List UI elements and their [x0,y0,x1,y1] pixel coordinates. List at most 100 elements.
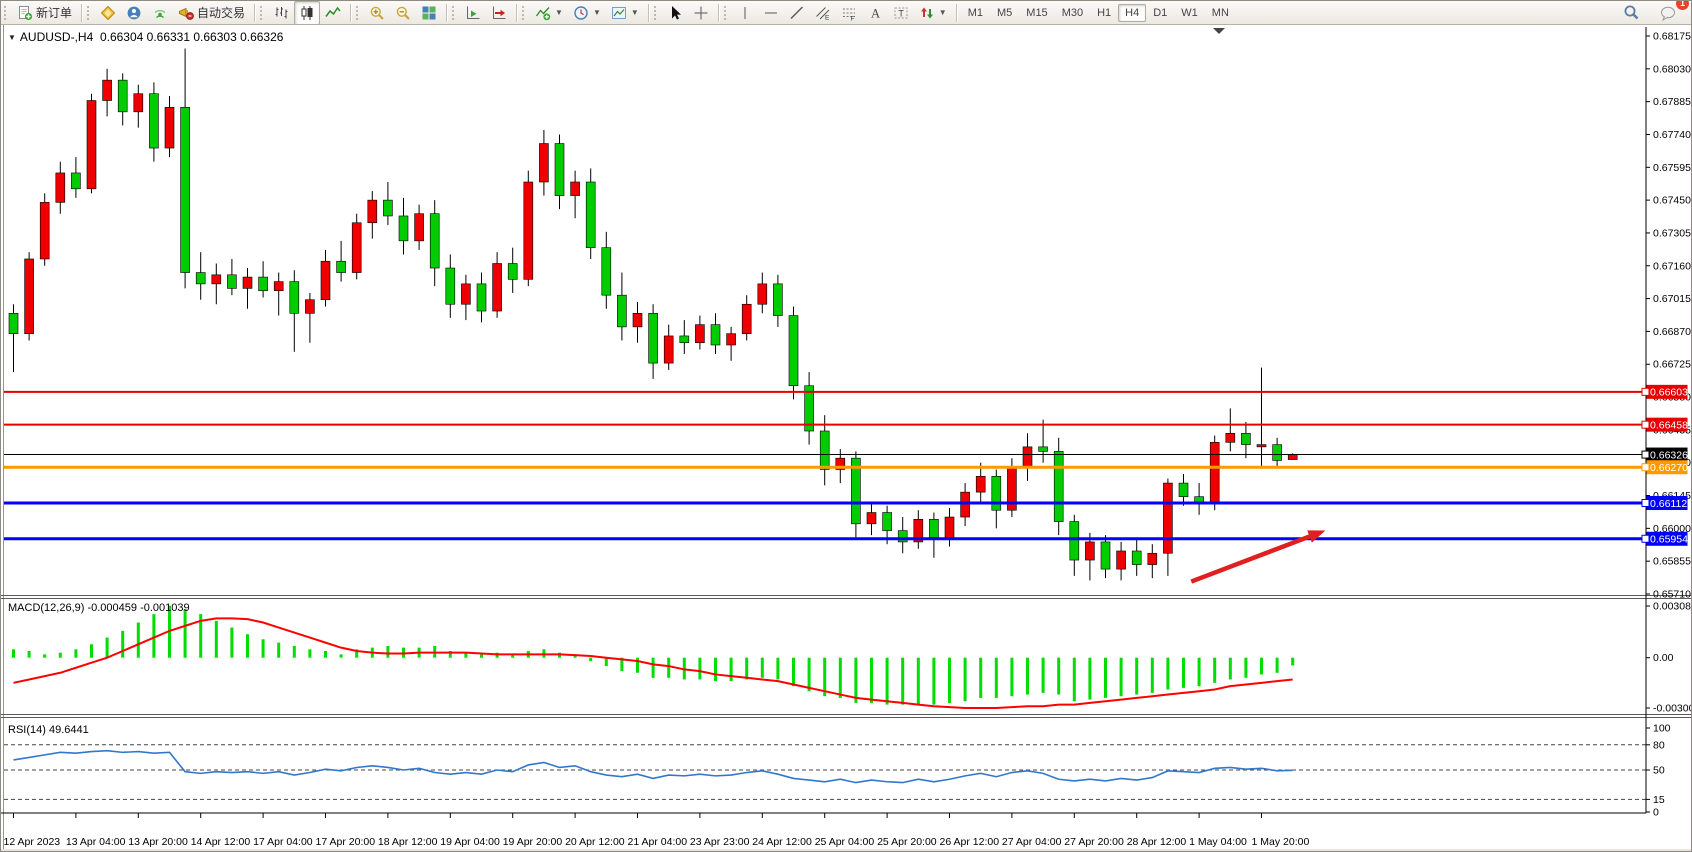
level-price-label[interactable] [1646,460,1688,475]
chat-button[interactable]: 1 [1655,1,1689,25]
scroll-position-marker[interactable] [1213,28,1225,34]
current-price-label[interactable] [1646,447,1688,462]
macd-histogram-bar [1104,657,1107,698]
level-price-label[interactable] [1646,531,1688,546]
toolbar-drag-handle[interactable] [521,4,527,21]
chart-bars-button[interactable] [268,1,294,25]
timeframe-h4-button[interactable]: H4 [1118,3,1147,22]
candle-body [195,272,206,285]
zoom-out-button[interactable] [390,1,416,25]
autoscroll-button[interactable] [460,1,486,25]
channel-button[interactable]: E [810,1,836,25]
shapes-icon [919,5,935,21]
dropdown-caret-icon[interactable]: ▼ [630,8,639,17]
metaeditor-button[interactable] [95,1,121,25]
fibo-button[interactable]: F [836,1,862,25]
candle-body [86,100,97,190]
line-handle-marker[interactable] [1641,420,1650,429]
macd-histogram-bar [1150,657,1154,693]
time-tick-label: 25 Apr 20:00 [877,836,937,848]
toolbar-drag-handle[interactable] [86,4,92,21]
timeframe-m15-button[interactable]: M15 [1026,6,1048,19]
dropdown-caret-icon[interactable]: ▼ [592,8,601,17]
candle-body [24,258,34,334]
time-tick-label: 13 Apr 20:00 [128,836,188,848]
level-price-label[interactable] [1646,495,1688,510]
line-handle-marker[interactable] [1641,463,1650,472]
label-button[interactable]: T [888,1,914,25]
level-price-label[interactable] [1646,384,1688,399]
indicators-button[interactable]: ▼ [530,1,568,25]
candle-body [617,294,627,328]
candle-body [476,283,487,312]
status-strip [1,849,1691,851]
candle-body [523,181,534,280]
trend-arrow-line[interactable] [1190,532,1315,584]
symbol-period-label: AUDUSD-,H4 [19,30,94,44]
dropdown-caret-icon[interactable]: ▼ [555,8,563,17]
macd-tick-label: -0.003003 [1653,703,1692,715]
toolbar-drag-handle[interactable] [3,4,8,21]
toolbar-group: ▼ ▼ ▼ [528,1,646,25]
crosshair-button[interactable] [688,1,714,25]
shapes-button[interactable]: ▼ [914,1,952,25]
trendline-button[interactable] [784,1,810,25]
toolbar-drag-handle[interactable] [722,4,728,21]
candle-body [991,475,1002,511]
text-button[interactable]: A [862,1,888,25]
level-price-label[interactable] [1646,417,1688,432]
macd-histogram-bar [1026,657,1029,695]
new-order-button[interactable]: 新订单 [12,1,77,25]
candle-body [492,263,502,312]
toolbar-drag-handle[interactable] [355,4,361,21]
chart-line-button[interactable] [320,1,346,25]
timeframe-m5-button[interactable]: M5 [997,6,1013,19]
chart-candles-button[interactable] [294,1,321,25]
timeframe-m30-button[interactable]: M30 [1061,6,1084,19]
vline-button[interactable] [732,1,758,25]
timeframe-d1-button[interactable]: D1 [1153,6,1168,19]
macd-signal-line [13,617,1293,709]
timeframe-mn-button[interactable]: MN [1211,6,1229,19]
symbol-dropdown-icon[interactable]: ▼ [8,33,16,42]
templates-button[interactable]: ▼ [606,1,644,25]
line-handle-marker[interactable] [1641,387,1650,396]
candle-body [866,512,877,525]
zoom-in-button[interactable] [364,1,390,25]
line-handle-marker[interactable] [1641,450,1650,459]
signals-button[interactable] [147,1,173,25]
cursor-button[interactable] [662,1,688,25]
rsi-tick-label: 50 [1653,765,1665,777]
macd-histogram-bar [1213,657,1217,683]
toolbar-drag-handle[interactable] [259,4,265,21]
time-tick-label: 18 Apr 12:00 [378,836,438,848]
dropdown-caret-icon[interactable]: ▼ [938,8,947,17]
line-handle-marker[interactable] [1641,498,1650,507]
hline-button[interactable] [758,1,784,25]
candle-body [960,491,970,518]
chart-shift-button[interactable] [486,1,512,25]
tile-windows-button[interactable] [416,1,442,25]
timeframe-m1-button[interactable]: M1 [967,6,983,19]
search-button[interactable] [1618,1,1645,25]
toolbar-drag-handle[interactable] [652,4,658,21]
autotrading-button[interactable]: 自动交易 [173,1,250,25]
periods-button[interactable]: ▼ [568,1,606,25]
trend-arrow-head[interactable] [1307,530,1326,543]
toolbar-drag-handle[interactable] [451,4,457,21]
candle-body [133,93,144,113]
macd-histogram-bar [121,630,125,658]
toolbar-right: 1 [1618,1,1691,25]
timeframe-w1-button[interactable]: W1 [1181,6,1198,19]
chart-canvas[interactable]: 0.68175 0.68030 0.67885 0.67740 0.67595 0.674… [1,25,1692,852]
macd-histogram-bar [651,657,655,678]
toolbar-group: E F A T ▼ [730,1,954,25]
timeframe-h1-button[interactable]: H1 [1097,6,1112,19]
tile-icon [421,5,437,21]
fibo-icon: F [841,5,857,21]
macd-histogram-bar [136,622,140,658]
community-button[interactable] [121,1,147,25]
macd-histogram-bar [916,657,920,705]
line-handle-marker[interactable] [1641,534,1650,543]
macd-histogram-bar [105,637,109,658]
